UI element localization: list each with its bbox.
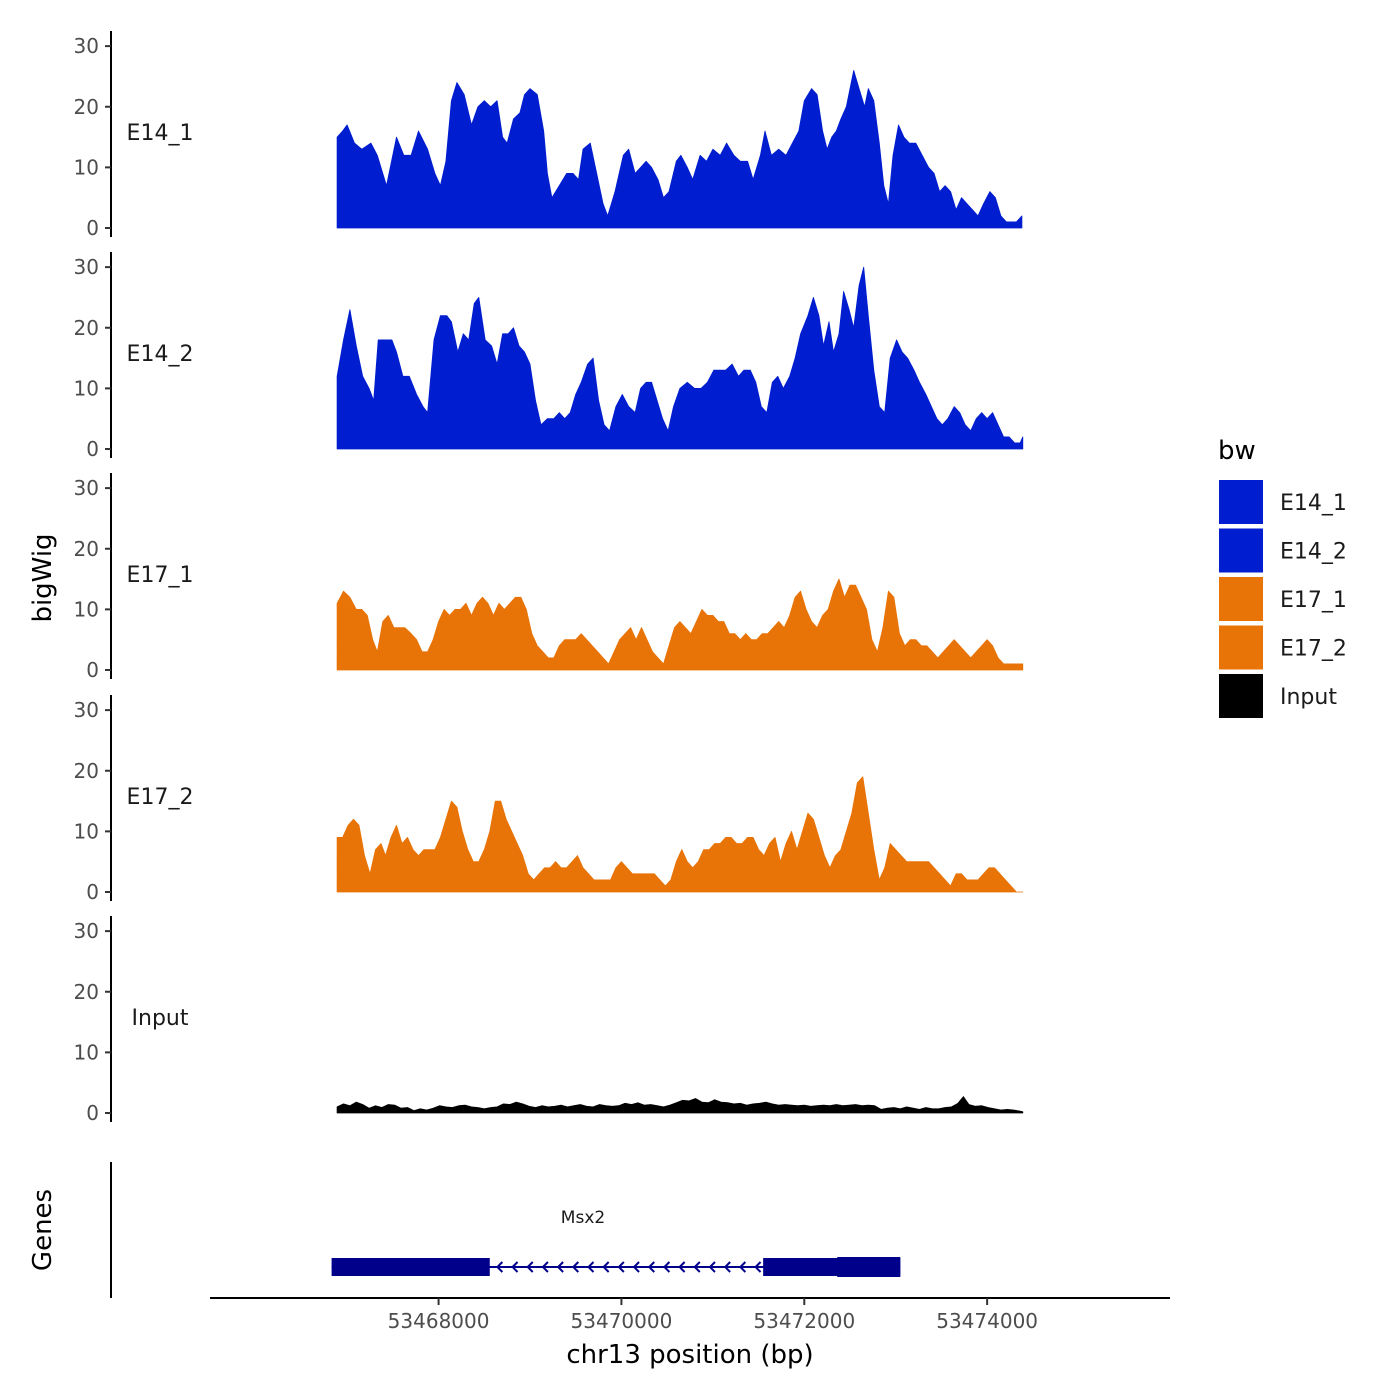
x-tick-label: 53468000 xyxy=(388,1309,490,1333)
signal-area-e14-2 xyxy=(336,266,1024,450)
legend-label: E14_2 xyxy=(1280,540,1347,565)
legend: bw E14_1 E14_2 E17_1 E17_2 Input xyxy=(1218,436,1347,718)
legend-swatch xyxy=(1219,528,1263,573)
gene-model-msx2: Msx2 xyxy=(331,1208,901,1277)
strand-arrow xyxy=(754,1261,762,1273)
legend-item: E14_1 xyxy=(1219,480,1347,524)
strand-arrow xyxy=(678,1261,686,1273)
legend-item: E17_2 xyxy=(1219,625,1347,670)
x-tick-label: 53470000 xyxy=(571,1309,673,1333)
x-tick-label: 53474000 xyxy=(936,1309,1038,1333)
gene-models: Msx2 xyxy=(331,1208,901,1277)
y-tick-label: 20 xyxy=(74,316,99,340)
track-e14-1: 0 10 20 30 E14_1 xyxy=(74,31,1023,240)
legend-label: E14_1 xyxy=(1280,491,1347,516)
y-tick-label: 0 xyxy=(86,1101,99,1125)
legend-swatch xyxy=(1219,577,1263,621)
strand-arrow xyxy=(571,1261,580,1273)
y-tick-label: 20 xyxy=(74,95,99,119)
strand-arrow xyxy=(556,1261,564,1273)
y-tick-label: 20 xyxy=(74,980,99,1004)
y-tick-label: 30 xyxy=(74,34,99,58)
strand-arrow xyxy=(708,1261,716,1273)
gene-exon xyxy=(331,1258,490,1276)
track-label: E17_2 xyxy=(127,785,194,810)
signal-area-e14-1 xyxy=(336,70,1023,229)
track-e17-1: 0 10 20 30 E17_1 xyxy=(74,473,1024,682)
strand-arrow xyxy=(495,1261,504,1273)
legend-label: E17_1 xyxy=(1280,588,1347,613)
track-label: Input xyxy=(132,1006,189,1031)
y-tick-label: 20 xyxy=(74,537,99,561)
gene-coding-exon xyxy=(837,1257,901,1277)
strand-arrow xyxy=(693,1261,701,1273)
gene-track-panel: Msx2 xyxy=(110,1162,901,1298)
legend-swatch xyxy=(1219,480,1263,524)
x-axis-title: chr13 position (bp) xyxy=(566,1340,813,1370)
strand-arrow xyxy=(541,1261,549,1273)
strand-arrow xyxy=(617,1261,625,1273)
strand-arrow xyxy=(723,1261,731,1273)
track-e14-2: 0 10 20 30 E14_2 xyxy=(74,252,1024,461)
x-axis-ticks: 53468000 53470000 53472000 53474000 xyxy=(388,1298,1038,1333)
y-tick-label: 10 xyxy=(74,376,99,400)
y-tick-label: 30 xyxy=(74,919,99,943)
signal-area-input xyxy=(336,1096,1024,1114)
signal-area-e17-1 xyxy=(336,578,1024,671)
strand-arrow xyxy=(632,1261,640,1273)
legend-swatch xyxy=(1219,625,1263,670)
track-input: 0 10 20 30 Input xyxy=(74,916,1024,1125)
track-label: E14_2 xyxy=(127,342,194,367)
strand-arrow xyxy=(602,1261,610,1273)
legend-item: E17_1 xyxy=(1219,577,1347,621)
y-tick-label: 10 xyxy=(74,155,99,179)
x-tick-label: 53472000 xyxy=(753,1309,855,1333)
legend-items: E14_1 E14_2 E17_1 E17_2 Input xyxy=(1219,480,1347,718)
y-tick-label: 30 xyxy=(74,255,99,279)
strand-arrow xyxy=(511,1261,519,1273)
track-label: E14_1 xyxy=(127,121,194,146)
legend-item: E14_2 xyxy=(1219,528,1347,573)
y-tick-label: 0 xyxy=(86,437,99,461)
track-panels: 0 10 20 30 E14_1 0 10 20 30 E14_2 0 10 20 30 E17_1 0 10 2… xyxy=(74,31,1024,1125)
y-tick-label: 30 xyxy=(74,476,99,500)
strand-arrow xyxy=(738,1261,747,1273)
y-tick-label: 0 xyxy=(86,216,99,240)
legend-swatch xyxy=(1219,674,1263,718)
legend-label: E17_2 xyxy=(1280,637,1347,662)
strand-arrow xyxy=(526,1261,534,1273)
y-axis-title: bigWig xyxy=(28,533,58,622)
y-tick-label: 10 xyxy=(74,819,99,843)
y-tick-label: 0 xyxy=(86,880,99,904)
legend-item: Input xyxy=(1219,674,1337,718)
gene-track-title: Genes xyxy=(28,1189,58,1271)
strand-arrow xyxy=(587,1261,595,1273)
legend-label: Input xyxy=(1280,685,1337,710)
y-tick-label: 10 xyxy=(74,1040,99,1064)
track-e17-2: 0 10 20 30 E17_2 xyxy=(74,695,1024,904)
y-tick-label: 20 xyxy=(74,759,99,783)
strand-arrow xyxy=(663,1261,671,1273)
strand-arrow xyxy=(647,1261,655,1273)
y-tick-label: 10 xyxy=(74,597,99,621)
track-label: E17_1 xyxy=(127,563,194,588)
gene-label: Msx2 xyxy=(561,1208,605,1228)
x-axis: 53468000 53470000 53472000 53474000 xyxy=(210,1297,1170,1333)
legend-title: bw xyxy=(1218,436,1256,466)
y-tick-label: 30 xyxy=(74,698,99,722)
signal-area-e17-2 xyxy=(336,776,1024,893)
y-tick-label: 0 xyxy=(86,658,99,682)
